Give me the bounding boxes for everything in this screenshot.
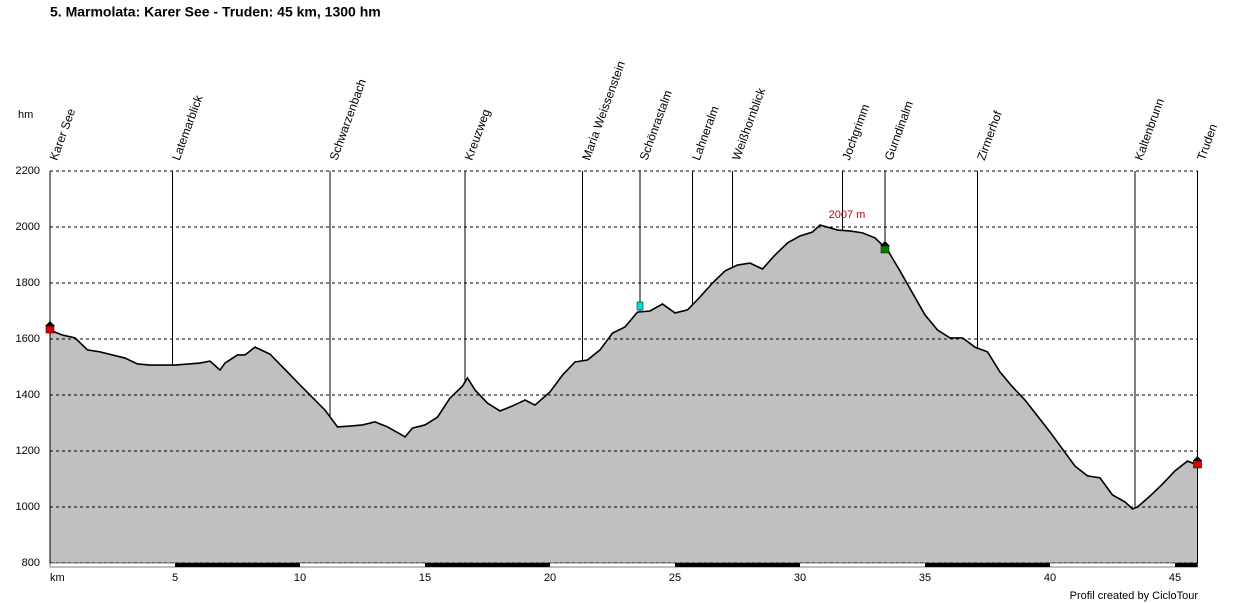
waypoint-label: Weißhornblick — [729, 85, 768, 162]
waypoint-marker — [45, 325, 55, 334]
x-tick-label: 25 — [669, 572, 681, 584]
x-tick-label: 45 — [1169, 572, 1181, 584]
y-tick-label: 1600 — [16, 333, 40, 345]
chart-title: 5. Marmolata: Karer See - Truden: 45 km,… — [50, 4, 381, 20]
waypoint-label: Truden — [1194, 122, 1220, 162]
waypoint-label: Lahneralm — [689, 104, 722, 162]
y-tick-label: 1200 — [16, 445, 40, 457]
waypoint-label: Latemarblick — [169, 92, 206, 162]
waypoint-label: Maria Weissenstein — [579, 59, 628, 162]
waypoint-label: Kreuzweg — [462, 107, 493, 162]
waypoint-label: Schönrastalm — [637, 88, 675, 162]
x-tick-band — [1175, 563, 1198, 567]
y-tick-label: 800 — [22, 557, 40, 569]
rest-marker — [636, 301, 644, 311]
y-tick-label: 1000 — [16, 501, 40, 513]
y-tick-label: 1800 — [16, 277, 40, 289]
y-tick-label: 2200 — [16, 165, 40, 177]
x-tick-label: 40 — [1044, 572, 1056, 584]
x-axis-label: km — [50, 572, 65, 584]
y-tick-label: 2000 — [16, 221, 40, 233]
footer: Profil created by CicloTour — [1070, 590, 1199, 602]
waypoint-marker-top — [1192, 456, 1203, 461]
waypoint-label: Schwarzenbach — [327, 77, 369, 162]
profile-area — [50, 225, 1198, 564]
y-axis-label: hm — [18, 109, 33, 121]
waypoint-marker-top — [880, 240, 890, 246]
waypoint-label: Jochgrimm — [839, 102, 872, 162]
x-tick-label: 5 — [172, 572, 178, 584]
waypoint-marker-top — [45, 321, 55, 327]
x-tick-label: 20 — [544, 572, 556, 584]
x-tick-label: 30 — [794, 572, 806, 584]
max-annotation: 2007 m — [829, 209, 866, 221]
x-tick-band — [175, 563, 300, 567]
x-tick-label: 10 — [294, 572, 306, 584]
waypoint-label: Zirmerhof — [974, 108, 1005, 162]
waypoint-marker — [1193, 460, 1202, 469]
waypoint-marker — [880, 245, 890, 254]
x-tick-band — [925, 563, 1050, 567]
x-tick-label: 35 — [919, 572, 931, 584]
x-tick-label: 15 — [419, 572, 431, 584]
profile-line — [49, 224, 1198, 510]
x-tick-band — [425, 563, 550, 567]
waypoint-label: Karer See — [47, 106, 79, 162]
y-tick-label: 1400 — [16, 389, 40, 401]
waypoint-label: Gurndinalm — [882, 99, 916, 162]
x-tick-band — [675, 563, 800, 567]
waypoint-label: Kaltenbrunn — [1132, 97, 1167, 163]
